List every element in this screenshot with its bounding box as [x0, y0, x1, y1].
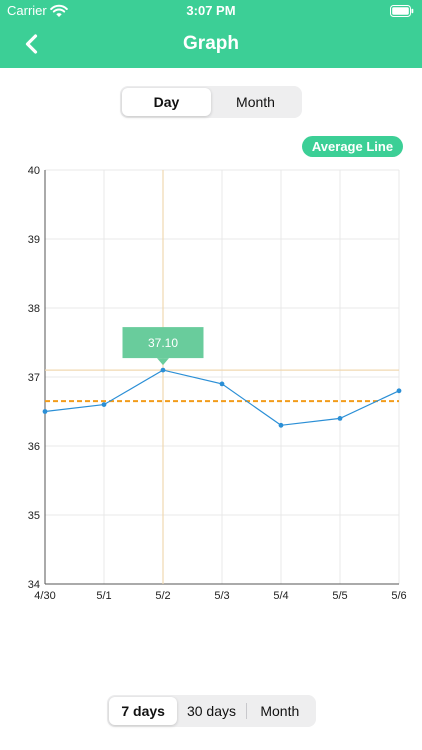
y-tick-label: 40: [28, 165, 40, 177]
average-line-button[interactable]: Average Line: [302, 136, 403, 157]
page-title: Graph: [183, 33, 239, 54]
x-tick-label: 5/1: [96, 590, 111, 602]
thirty-days-tab[interactable]: 30 days: [186, 703, 237, 719]
tooltip-box: [122, 327, 204, 359]
data-point[interactable]: [278, 422, 284, 428]
x-tick-label: 5/2: [155, 590, 170, 602]
carrier-label: Carrier: [7, 3, 47, 18]
x-tick-label: 5/6: [391, 590, 406, 602]
data-point[interactable]: [337, 416, 343, 421]
tooltip-arrow: [157, 358, 169, 366]
x-tick-label: 5/5: [332, 590, 347, 602]
series-layer: [42, 367, 402, 428]
header-bar: Carrier 3:07 PM Graph: [0, 0, 422, 68]
y-tick-label: 38: [28, 303, 40, 315]
month-range-tab[interactable]: Month: [260, 703, 300, 719]
y-tick-label: 36: [28, 441, 40, 453]
value-tooltip: 37.10: [122, 327, 204, 366]
y-tick-label: 34: [28, 579, 40, 591]
day-tab[interactable]: Day: [122, 88, 211, 116]
y-tick-label: 35: [28, 510, 40, 522]
status-time: 3:07 PM: [186, 3, 236, 18]
data-point[interactable]: [42, 409, 48, 414]
chart-grid: [44, 169, 400, 585]
back-chevron-icon[interactable]: [20, 32, 44, 56]
navigation-bar: Graph: [0, 22, 422, 68]
seven-days-tab[interactable]: 7 days: [109, 697, 178, 725]
x-tick-label: 5/4: [273, 590, 288, 602]
status-bar: Carrier 3:07 PM: [0, 0, 422, 22]
data-point[interactable]: [396, 388, 402, 394]
month-tab[interactable]: Month: [236, 94, 275, 110]
y-tick-label: 37: [28, 372, 40, 384]
data-point[interactable]: [101, 402, 107, 407]
y-axis-labels: 34 35 36 37 38 39 40: [28, 165, 40, 591]
x-tick-label: 4/30: [34, 590, 55, 602]
data-point[interactable]: [160, 367, 166, 373]
x-axis-labels: 4/30 5/1 5/2 5/3 5/4 5/5 5/6: [34, 590, 406, 602]
period-toggle: Day Month: [120, 86, 302, 118]
x-tick-label: 5/3: [214, 590, 229, 602]
wifi-icon: [50, 4, 68, 17]
temperature-line-chart: 34 35 36 37 38 39 40 4/30 5/1 5/2 5/3 5/4 5/5 5/6 37…: [28, 165, 407, 602]
segment-divider: [246, 703, 247, 719]
data-point[interactable]: [219, 381, 225, 387]
battery-icon: [390, 5, 414, 17]
tooltip-value: 37.10: [148, 336, 178, 350]
y-tick-label: 39: [28, 234, 40, 246]
range-toggle: 7 days 30 days Month: [107, 695, 316, 727]
